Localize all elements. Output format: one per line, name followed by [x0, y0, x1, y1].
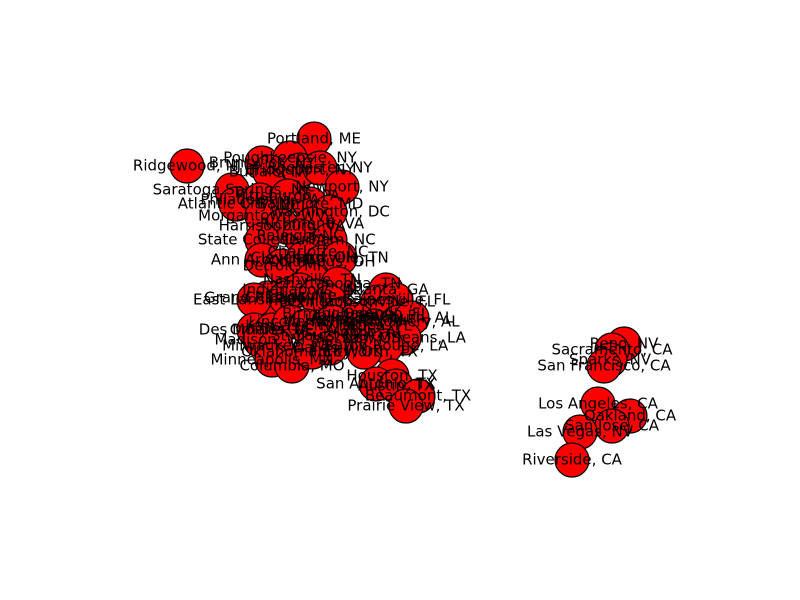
- node-label-charlotte-nc: Charlotte, NC: [268, 243, 369, 261]
- node-label-baton-rouge-la: Baton Rouge, LA: [324, 337, 449, 355]
- node-label-east-lansing-mi: East Lansing, MI: [193, 291, 315, 309]
- node-label-jackson-ms: Jackson, MS: [310, 329, 400, 347]
- node-label-tampa-fl: Tampa, FL: [335, 317, 412, 335]
- node-label-tallahassee-fl: Tallahassee, FL: [311, 307, 425, 325]
- node-label-madison-wi: Madison, WI: [214, 331, 305, 349]
- node-label-philadelphia-pa: Philadelphia, PA: [200, 191, 320, 209]
- node-label-des-moines-ia: Des Moines, IA: [199, 321, 310, 339]
- node-label-cleveland-oh: Cleveland, OH: [251, 249, 358, 267]
- node-ridgewood-nj: [169, 148, 205, 184]
- node-label-state-college-pa: State College, PA: [198, 231, 327, 249]
- node-label-huntsville-al: Huntsville, AL: [305, 311, 408, 329]
- node-label-omaha-ne: Omaha, NE: [230, 321, 315, 339]
- node-label-beaumont-tx: Beaumont, TX: [365, 387, 471, 405]
- node-label-jacksonville-fl: Jacksonville, FL: [320, 293, 436, 311]
- node-label-detroit-mi: Detroit, MI: [243, 257, 322, 275]
- node-san-francisco-ca: [586, 348, 622, 384]
- node-label-columbus-oh: Columbus, OH: [268, 253, 375, 271]
- node-label-san-antonio-tx: San Antonio, TX: [316, 375, 436, 393]
- node-label-kansas-city-mo: Kansas City, MO: [245, 317, 367, 335]
- node-label-indianapolis-in: Indianapolis, IN: [242, 281, 358, 299]
- node-label-prairie-view-tx: Prairie View, TX: [347, 397, 464, 415]
- node-label-milwaukee-wi: Milwaukee, WI: [222, 337, 330, 355]
- node-label-reno-nv: Reno, NV: [590, 335, 659, 353]
- node-label-birmingham-al: Birmingham, AL: [282, 305, 402, 323]
- node-label-san-francisco-ca: San Francisco, CA: [537, 357, 671, 375]
- node-label-orlando-fl: Orlando, FL: [343, 305, 430, 323]
- node-label-buffalo-ny: Buffalo, NY: [229, 163, 312, 181]
- node-label-grand-rapids-mi: Grand Rapids, MI: [204, 289, 332, 307]
- node-label-ridgewood-nj: Ridgewood, NJ: [133, 157, 241, 175]
- node-label-chattanooga-tn: Chattanooga, TN: [275, 275, 402, 293]
- node-label-pittsburgh-pa: Pittsburgh, PA: [236, 187, 341, 205]
- node-label-saratoga-springs-ny: Saratoga Springs, NY: [153, 181, 313, 199]
- node-oklahoma-city-ok: [294, 334, 330, 370]
- node-label-houston-tx: Houston, TX: [346, 367, 437, 385]
- node-label-new-orleans-la: New Orleans, LA: [342, 329, 467, 347]
- node-label-las-vegas-nv: Las Vegas, NV: [527, 423, 634, 441]
- node-label-chicago-il: Chicago, IL: [245, 289, 328, 307]
- node-label-lincoln-ne: Lincoln, NE: [248, 313, 331, 331]
- node-label-minneapolis-mn: Minneapolis, MN: [210, 351, 333, 369]
- node-label-bridgeport-ny: Bridgeport, NY: [245, 161, 355, 179]
- node-label-memphis-tn: Memphis, TN: [283, 313, 381, 331]
- node-label-durham-nc: Durham, NC: [284, 231, 376, 249]
- node-label-fort-worth-tx: Fort Worth, TX: [310, 343, 418, 361]
- node-label-richmond-va: Richmond, VA: [260, 215, 365, 233]
- node-label-gainesville-fl: Gainesville, FL: [342, 291, 451, 309]
- node-label-atlantic-city-nj: Atlantic City, NJ: [178, 195, 294, 213]
- node-label-lexington-ky: Lexington, KY: [279, 293, 382, 311]
- node-label-oklahoma-city-ok: Oklahoma City, OK: [241, 343, 384, 361]
- node-label-austin-tx: Austin, TX: [358, 377, 434, 395]
- node-prairie-view-tx: [388, 388, 424, 424]
- node-riverside-ca: [554, 442, 590, 478]
- node-label-baltimore-md: Baltimore, MD: [257, 195, 364, 213]
- node-label-los-angeles-ca: Los Angeles, CA: [538, 395, 659, 413]
- node-label-brunswick-ny: Brunswick, NY: [209, 154, 316, 172]
- node-fort-worth-tx: [346, 334, 382, 370]
- node-label-knoxville-tn: Knoxville, TN: [291, 249, 388, 267]
- node-label-louisville-ky: Louisville, KY: [267, 287, 365, 305]
- node-label-morgantown-wv: Morgantown, WV: [198, 207, 326, 225]
- node-label-mobile-al: Mobile, AL: [327, 323, 405, 341]
- node-label-raleigh-nc: Raleigh, NC: [256, 227, 343, 245]
- node-label-montgomery-al: Montgomery, AL: [336, 313, 460, 331]
- node-label-nashville-tn: Nashville, TN: [263, 271, 361, 289]
- node-label-sacramento-ca: Sacramento, CA: [552, 341, 674, 359]
- node-label-atlanta-ga: Atlanta, GA: [343, 281, 429, 299]
- node-label-dallas-tx: Dallas, TX: [292, 339, 367, 357]
- node-label-oakland-ca: Oakland, CA: [584, 407, 677, 425]
- node-label-rochester-ny: Rochester, NY: [268, 159, 374, 177]
- node-label-washington-dc: Washington, DC: [270, 203, 390, 221]
- node-label-harrisonburg-va: Harrisonburg, VA: [219, 217, 346, 235]
- node-label-ann-arbor-mi: Ann Arbor, MI: [211, 251, 313, 269]
- node-label-san-jose-ca: San Jose, CA: [565, 417, 660, 435]
- node-label-poughkeepsie-ny: Poughkeepsie, NY: [223, 149, 357, 167]
- node-label-auburn-al: Auburn, AL: [371, 309, 454, 327]
- node-label-columbia-mo: Columbia, MO: [239, 357, 344, 375]
- node-label-portland-me: Portland, ME: [267, 130, 361, 148]
- node-label-sparks-nv: Sparks, NV: [569, 351, 652, 369]
- node-label-newport-ny: Newport, NY: [295, 178, 389, 196]
- node-label-riverside-ca: Riverside, CA: [522, 451, 623, 469]
- node-layer: [169, 121, 648, 478]
- node-label-st-louis-mo: St. Louis, MO: [271, 327, 369, 345]
